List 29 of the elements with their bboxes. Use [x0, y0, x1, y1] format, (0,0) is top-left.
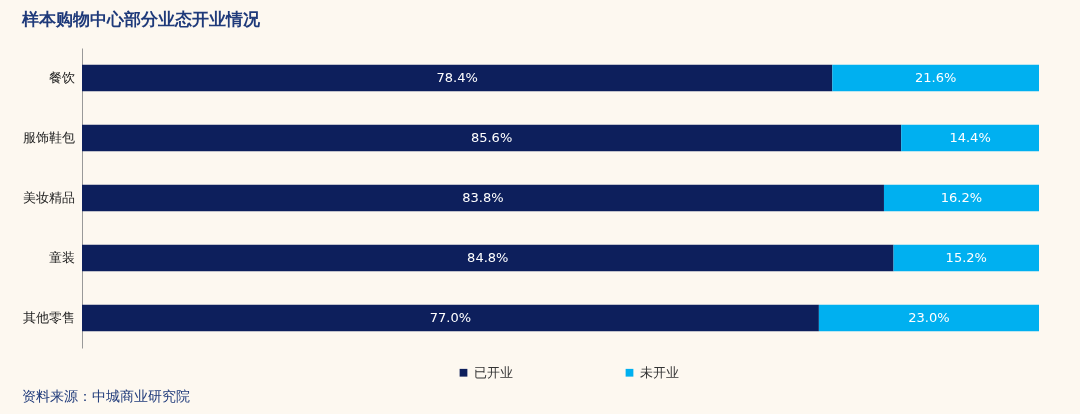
data-label: 14.4%: [949, 130, 991, 145]
bar: [832, 64, 1039, 92]
bar: [901, 124, 1039, 152]
data-label: 77.0%: [429, 310, 472, 325]
data-label: 21.6%: [914, 70, 957, 85]
data-label: 84.8%: [467, 250, 509, 265]
text: 资料来源：中城商业研究院: [22, 388, 190, 406]
y-tick-label: 美妆精品: [22, 190, 75, 205]
bar: [818, 304, 1039, 332]
legend-label: 未开业: [640, 364, 679, 380]
data-label: 78.4%: [436, 70, 478, 85]
bar: [82, 124, 902, 152]
bar: [82, 184, 884, 212]
legend-label: 已开业: [474, 364, 513, 380]
bar: [82, 304, 819, 332]
bar: [893, 244, 1039, 272]
bar: [82, 64, 833, 92]
y-tick-label: 服饰鞋包: [22, 130, 75, 145]
y-tick-label: 童装: [48, 250, 75, 265]
data-label: 16.2%: [940, 190, 983, 205]
bar: [883, 184, 1039, 212]
y-tick-label: 餐饮: [48, 70, 75, 85]
bar: [82, 244, 894, 272]
y-tick-label: 其他零售: [22, 310, 75, 325]
data-label: 85.6%: [470, 130, 513, 145]
data-label: 15.2%: [945, 250, 987, 265]
data-label: 23.0%: [908, 310, 950, 325]
data-label: 83.8%: [462, 190, 504, 205]
chart-title: 样本购物中心部分业态开业情况: [22, 8, 260, 31]
